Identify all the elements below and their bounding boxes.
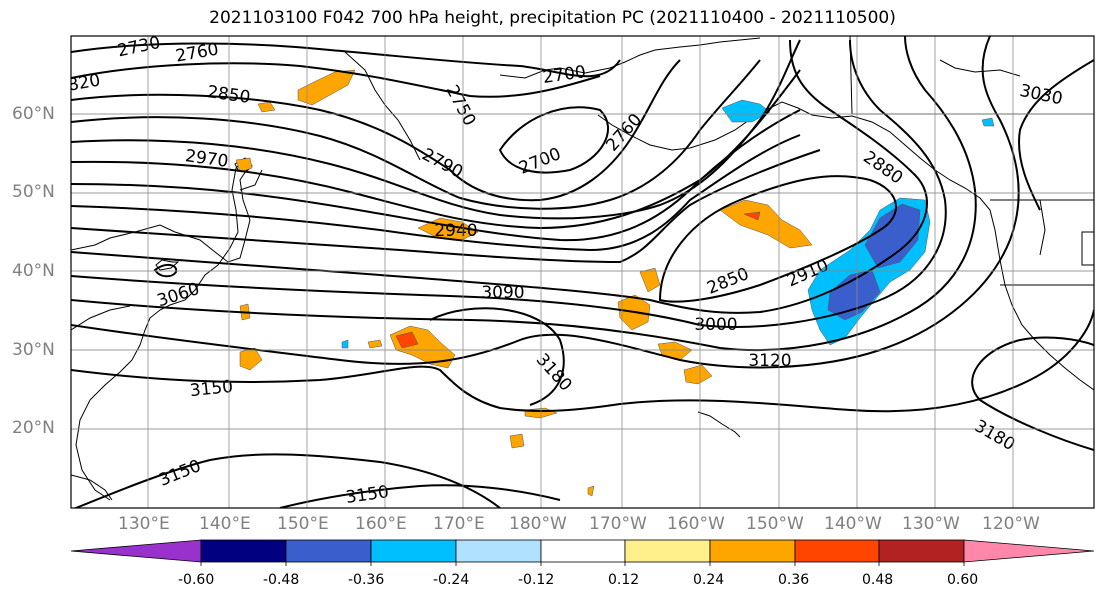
contour-label: 3120 <box>748 351 791 371</box>
colorbar-segment <box>709 539 796 563</box>
lon-label: 120°W <box>982 514 1040 534</box>
lon-label: 160°E <box>355 514 407 534</box>
colorbar-segment <box>370 539 457 563</box>
colorbar-tick-label: -0.48 <box>263 572 300 588</box>
contour-label: 2700 <box>541 62 587 88</box>
colorbar-segment <box>963 539 1095 563</box>
lon-label: 160°W <box>667 514 725 534</box>
contour-label: 820 <box>66 70 101 95</box>
lat-label: 30°N <box>12 340 55 360</box>
colorbar-tick-label: -0.24 <box>433 572 470 588</box>
colorbar-tick-label: 0.36 <box>778 572 810 588</box>
lon-label: 150°E <box>277 514 329 534</box>
contour-label: 3150 <box>156 456 204 491</box>
contour-label: 2940 <box>434 221 477 241</box>
lat-label: 40°N <box>12 261 55 281</box>
contour-labels: 2730 2760 820 2850 2970 2750 2790 2700 2… <box>66 33 1064 508</box>
colorbar-tick-label: -0.12 <box>518 572 555 588</box>
map-frame <box>70 35 1095 509</box>
contour-label: 3180 <box>971 416 1018 455</box>
lat-label: 50°N <box>12 182 55 202</box>
colorbar-tick-label: 0.60 <box>947 572 979 588</box>
lon-label: 180°W <box>509 514 567 534</box>
contour-label: 2880 <box>859 147 906 188</box>
lon-label: 140°W <box>824 514 882 534</box>
contour-label: 3090 <box>481 283 524 303</box>
map-content: 2730 2760 820 2850 2970 2750 2790 2700 2… <box>66 33 1094 508</box>
colorbar-tick-label: 0.12 <box>608 572 640 588</box>
lon-label: 170°W <box>589 514 647 534</box>
coastlines <box>71 36 1094 501</box>
colorbar-segment <box>624 539 711 563</box>
contour-label: 2730 <box>116 33 162 62</box>
height-contours <box>71 36 1094 508</box>
colorbar-segment <box>455 539 542 563</box>
contour-label: 3030 <box>1018 81 1064 110</box>
colorbar-tick-label: 0.48 <box>862 572 894 588</box>
lon-label: 150°W <box>746 514 804 534</box>
colorbar-segment <box>794 539 880 563</box>
contour-label: 3150 <box>189 377 234 401</box>
lon-label: 170°E <box>433 514 485 534</box>
lat-label: 20°N <box>12 418 55 438</box>
contour-label: 2970 <box>184 146 230 172</box>
contour-label: 2790 <box>419 145 467 183</box>
contour-label: 3060 <box>155 279 202 311</box>
contour-label: 2750 <box>441 82 479 130</box>
colorbar-tick-label: 0.24 <box>693 572 725 588</box>
lon-label: 130°E <box>118 514 170 534</box>
contour-label: 3000 <box>694 315 737 335</box>
colorbar-segment <box>540 539 626 563</box>
colorbar-tick-label: -0.36 <box>348 572 385 588</box>
lon-label: 140°E <box>199 514 251 534</box>
map-title: 2021103100 F042 700 hPa height, precipit… <box>209 8 896 28</box>
colorbar-segment <box>878 539 965 563</box>
graticule <box>71 36 1094 508</box>
colorbar <box>70 539 1095 566</box>
colorbar-segment <box>200 539 287 563</box>
colorbar-tick-label: -0.60 <box>178 572 215 588</box>
colorbar-segment <box>70 539 202 563</box>
lon-label: 130°W <box>902 514 960 534</box>
contour-label: 2700 <box>516 144 564 179</box>
contour-label: 3150 <box>344 482 390 508</box>
colorbar-segment <box>285 539 372 563</box>
lat-label: 60°N <box>12 104 55 124</box>
